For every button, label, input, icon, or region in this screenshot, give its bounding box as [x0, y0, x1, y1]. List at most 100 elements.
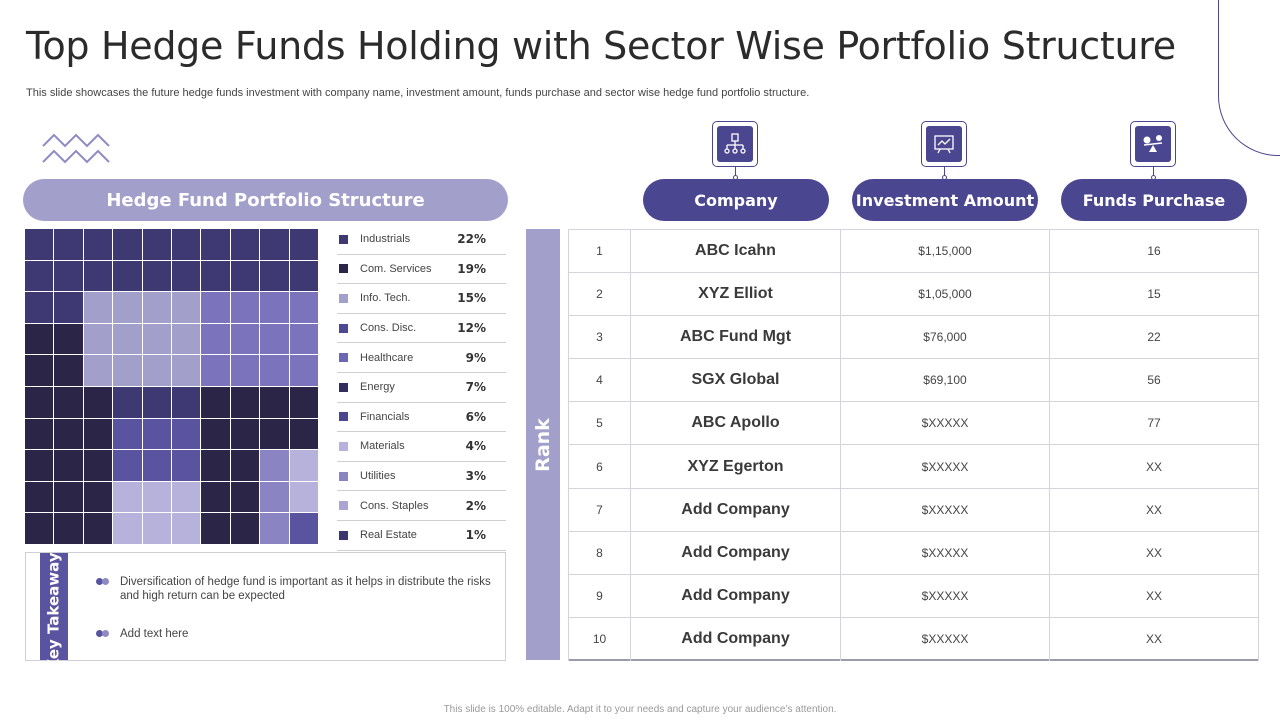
treemap-cell	[260, 418, 289, 450]
treemap-cell	[230, 481, 260, 513]
table-row: 8 Add Company $XXXXX XX	[568, 531, 1259, 575]
treemap-cell	[83, 481, 113, 513]
company-cell: ABC Fund Mgt	[630, 316, 840, 359]
treemap-cell	[142, 481, 171, 513]
treemap-cell	[113, 292, 142, 323]
treemap-cell	[83, 387, 113, 418]
legend-label: Cons. Staples	[360, 499, 429, 512]
sector-legend: Industrials 22% Com. Services 19% Info. Tech…	[337, 225, 506, 551]
treemap-cell	[54, 323, 83, 355]
legend-value: 4%	[465, 439, 486, 454]
rank-label: Rank	[532, 417, 554, 472]
treemap-cell	[25, 418, 54, 450]
investment-amount-cell: $XXXXX	[840, 574, 1049, 617]
rank-cell: 1	[568, 230, 630, 273]
legend-value: 1%	[465, 528, 486, 543]
treemap-cell	[230, 513, 260, 544]
slide-footer: This slide is 100% editable. Adapt it to…	[443, 704, 837, 715]
investment-amount-column-header: Investment Amount	[852, 179, 1038, 221]
key-takeaways-label-bar: Key Takeaways	[40, 543, 68, 670]
legend-value: 15%	[457, 291, 486, 306]
investment-amount-cell: $69,100	[840, 359, 1049, 402]
rank-cell: 7	[568, 488, 630, 531]
funds-purchase-column-header: Funds Purchase	[1061, 179, 1247, 221]
rank-cell: 5	[568, 402, 630, 445]
treemap-cell	[83, 450, 113, 481]
treemap-cell	[83, 513, 113, 544]
treemap-cell	[260, 292, 289, 323]
treemap-cell	[230, 260, 260, 292]
treemap-cell	[83, 355, 113, 386]
treemap-cell	[25, 229, 54, 260]
key-takeaways-label: Key Takeaways	[45, 542, 64, 671]
company-column-header: Company	[643, 179, 829, 221]
treemap-cell	[54, 513, 83, 544]
treemap-cell	[113, 355, 142, 386]
rank-cell: 2	[568, 273, 630, 316]
investment-amount-cell: $76,000	[840, 316, 1049, 359]
investment-column-icon	[921, 121, 967, 180]
investment-amount-cell: $1,05,000	[840, 273, 1049, 316]
legend-label: Utilities	[360, 470, 396, 483]
company-cell: ABC Apollo	[630, 402, 840, 445]
treemap-cell	[54, 481, 83, 513]
treemap-cell	[113, 481, 142, 513]
treemap-cell	[113, 229, 142, 260]
treemap-cell	[289, 387, 318, 418]
legend-label: Com. Services	[360, 262, 432, 275]
treemap-cell	[171, 387, 201, 418]
legend-row: Cons. Disc. 12%	[337, 314, 506, 344]
legend-swatch	[339, 234, 348, 244]
legend-label: Industrials	[360, 233, 411, 246]
treemap-cell	[201, 292, 230, 323]
table-row: 6 XYZ Egerton $XXXXX XX	[568, 445, 1259, 489]
company-cell: Add Company	[630, 488, 840, 531]
funds-purchase-cell: 56	[1049, 359, 1259, 402]
legend-row: Cons. Staples 2%	[337, 491, 506, 521]
investment-amount-cell: $XXXXX	[840, 402, 1049, 445]
treemap-cell	[25, 292, 54, 323]
treemap-cell	[83, 229, 113, 260]
treemap-cell	[230, 450, 260, 481]
legend-row: Utilities 3%	[337, 462, 506, 492]
treemap-cell	[25, 323, 54, 355]
investment-amount-cell: $XXXXX	[840, 488, 1049, 531]
legend-value: 6%	[465, 409, 486, 424]
treemap-cell	[201, 418, 230, 450]
legend-row: Com. Services 19%	[337, 255, 506, 285]
funds-purchase-cell: XX	[1049, 488, 1259, 531]
legend-value: 3%	[465, 469, 486, 484]
funds-purchase-cell: XX	[1049, 574, 1259, 617]
legend-swatch	[339, 323, 348, 333]
presentation-board-icon	[934, 135, 954, 154]
funds-purchase-cell: 16	[1049, 230, 1259, 273]
treemap-cell	[230, 323, 260, 355]
rank-cell: 4	[568, 359, 630, 402]
treemap-cell	[260, 355, 289, 386]
treemap-cell	[83, 323, 113, 355]
funds-column-icon	[1130, 121, 1176, 180]
treemap-cell	[54, 387, 83, 418]
legend-label: Financials	[360, 410, 410, 423]
table-row: 9 Add Company $XXXXX XX	[568, 574, 1259, 618]
zigzag-decoration-icon	[42, 133, 110, 164]
treemap-cell	[113, 260, 142, 292]
legend-row: Financials 6%	[337, 403, 506, 433]
table-row: 7 Add Company $XXXXX XX	[568, 488, 1259, 532]
company-column-icon	[712, 121, 758, 180]
legend-swatch	[339, 441, 348, 451]
legend-label: Energy	[360, 381, 395, 394]
investment-amount-cell: $1,15,000	[840, 230, 1049, 273]
treemap-cell	[260, 387, 289, 418]
table-row: 3 ABC Fund Mgt $76,000 22	[568, 316, 1259, 360]
key-takeaways-box: Key Takeaways Diversification of hedge f…	[25, 543, 506, 670]
bullet-dots-icon	[96, 577, 112, 587]
treemap-cell	[289, 229, 318, 260]
rank-cell: 8	[568, 531, 630, 574]
org-chart-icon	[724, 133, 746, 154]
treemap-cell	[142, 260, 171, 292]
funds-purchase-cell: XX	[1049, 531, 1259, 574]
treemap-cell	[113, 450, 142, 481]
treemap-cell	[230, 229, 260, 260]
legend-value: 2%	[465, 498, 486, 513]
